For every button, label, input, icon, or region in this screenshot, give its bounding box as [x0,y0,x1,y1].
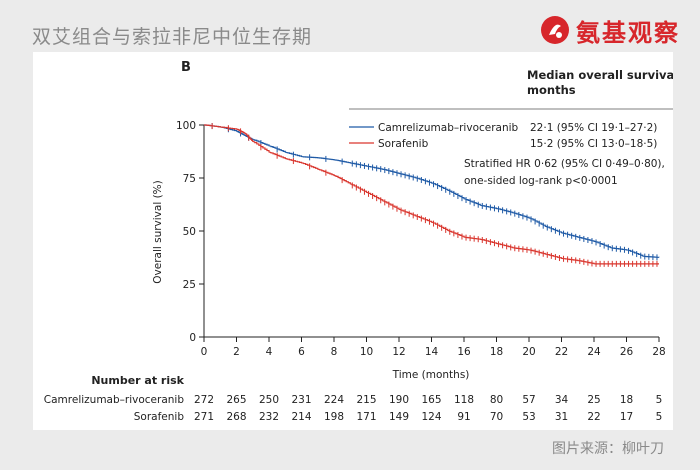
risk-value: 31 [555,411,568,423]
brand-logo: 氨基观察 [540,12,680,48]
risk-value: 25 [587,394,600,406]
risk-value: 70 [490,411,503,423]
legend-title-line1: Median overall survival, months [527,68,673,97]
x-tick-label: 18 [490,346,503,358]
risk-value: 214 [291,411,311,423]
logrank-annotation: one-sided log-rank p<0·0001 [464,175,618,187]
image-source-caption: 图片来源：柳叶刀 [552,441,664,457]
risk-value: 17 [620,411,633,423]
survival-chart: B Median overall survival, months Camreli… [44,60,673,423]
x-tick-label: 24 [587,346,601,358]
x-tick-label: 12 [392,346,405,358]
legend-label-sorafenib: Sorafenib [378,138,429,150]
x-tick-label: 8 [331,346,338,358]
risk-value: 190 [389,394,409,406]
risk-value: 250 [259,394,279,406]
x-tick-label: 28 [652,346,665,358]
risk-value: 224 [324,394,344,406]
risk-value: 5 [656,411,663,423]
brand-logo-icon [541,16,569,44]
y-tick-label: 25 [183,279,196,291]
legend-median-sorafenib: 15·2 (95% CI 13·0–18·5) [530,138,657,150]
risk-value: 272 [194,394,214,406]
x-axis-label: Time (months) [392,369,470,381]
risk-value: 265 [226,394,246,406]
risk-value: 215 [356,394,376,406]
series-layer [204,123,660,267]
risk-value: 124 [421,411,441,423]
risk-row-label-sorafenib: Sorafenib [134,411,185,423]
risk-values: 272 265 250 231 224 215 190 165 118 80 57 34 25 18 5 27… [194,394,662,423]
hr-annotation: Stratified HR 0·62 (95% CI 0·49–0·80), [464,158,665,170]
series-line-camrelizumab [204,124,660,258]
y-tick-label: 75 [183,173,196,185]
x-tick-label: 14 [425,346,439,358]
risk-value: 171 [356,411,376,423]
x-tick-label: 20 [522,346,535,358]
risk-value: 53 [522,411,535,423]
y-tick-label: 50 [183,226,196,238]
risk-value: 18 [620,394,633,406]
risk-value: 232 [259,411,279,423]
y-tick-label: 0 [189,332,196,344]
x-tick-label: 4 [266,346,273,358]
x-tick-label: 2 [233,346,240,358]
legend-median-camrelizumab: 22·1 (95% CI 19·1–27·2) [530,122,657,134]
risk-value: 57 [522,394,535,406]
panel-label: B [181,60,191,75]
risk-value: 91 [457,411,470,423]
x-tick-label: 6 [298,346,305,358]
y-axis-label: Overall survival (%) [152,180,164,284]
x-tick-label: 22 [555,346,568,358]
risk-value: 34 [555,394,569,406]
risk-row-label-camrelizumab: Camrelizumab–rivoceranib [44,394,185,406]
legend-title-text: Median overall survival, [527,68,673,82]
risk-table-title: Number at risk [91,374,184,387]
risk-value: 271 [194,411,214,423]
legend-title-text-line2: months [527,83,576,97]
risk-value: 118 [454,394,474,406]
x-tick-label: 10 [360,346,373,358]
risk-value: 268 [226,411,246,423]
risk-value: 231 [291,394,311,406]
legend-label-camrelizumab: Camrelizumab–rivoceranib [378,122,519,134]
y-tick-label: 100 [176,120,196,132]
risk-value: 5 [656,394,663,406]
x-tick-label: 0 [201,346,208,358]
risk-value: 22 [587,411,600,423]
x-tick-label: 16 [457,346,471,358]
risk-value: 80 [490,394,503,406]
risk-value: 198 [324,411,344,423]
risk-value: 149 [389,411,409,423]
brand-logo-text: 氨基观察 [576,18,680,47]
page-header-title: 双艾组合与索拉非尼中位生存期 [32,26,313,48]
risk-value: 165 [421,394,441,406]
x-tick-label: 26 [620,346,634,358]
chart-panel: B Median overall survival, months Camreli… [33,52,673,430]
